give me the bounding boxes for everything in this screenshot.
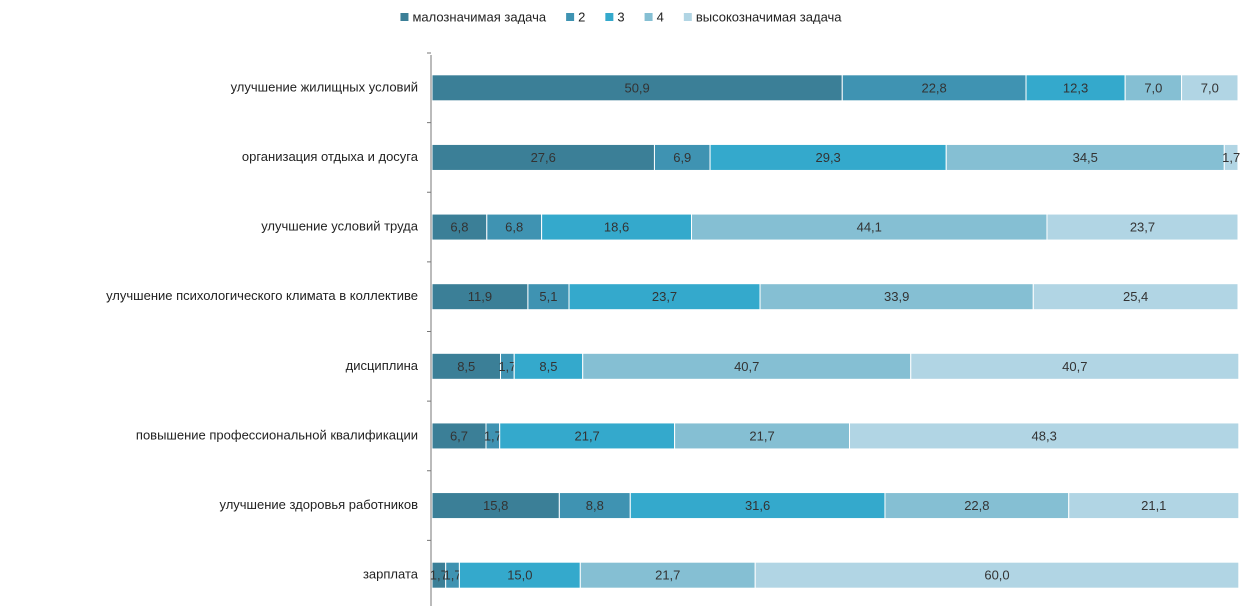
bar-segment <box>945 143 1225 171</box>
value-label: 21,1 <box>1141 498 1166 513</box>
bar-segment <box>431 352 502 380</box>
value-label: 60,0 <box>984 568 1009 583</box>
bar-segment <box>884 492 1070 520</box>
bar-segment <box>431 283 529 311</box>
category-label: зарплата <box>363 567 419 582</box>
value-label: 18,6 <box>604 220 629 235</box>
legend-swatch <box>683 13 692 21</box>
bar-segment <box>568 283 761 311</box>
bar-segment <box>691 213 1048 241</box>
value-label: 34,5 <box>1073 150 1098 165</box>
value-label: 31,6 <box>745 498 770 513</box>
legend-label: малозначимая задача <box>412 9 546 24</box>
value-label: 25,4 <box>1123 289 1148 304</box>
bar-segment <box>431 143 655 171</box>
value-label: 29,3 <box>815 150 840 165</box>
value-label: 21,7 <box>655 568 680 583</box>
value-label: 44,1 <box>857 220 882 235</box>
bar-segment <box>1025 74 1126 102</box>
legend-label: 3 <box>617 9 624 24</box>
bar-segment <box>499 422 676 450</box>
bar-segment <box>849 422 1240 450</box>
category-label: улучшение здоровья работников <box>219 497 418 512</box>
value-label: 1,7 <box>498 359 516 374</box>
legend-swatch <box>644 13 653 21</box>
legend-label: высокозначимая задача <box>696 9 842 24</box>
value-label: 7,0 <box>1144 80 1162 95</box>
bar-segment <box>431 422 487 450</box>
value-label: 23,7 <box>652 289 677 304</box>
value-label: 1,7 <box>484 428 502 443</box>
bar-segment <box>1032 283 1239 311</box>
bar-segment <box>579 561 756 589</box>
value-label: 50,9 <box>624 80 649 95</box>
value-label: 6,9 <box>673 150 691 165</box>
value-label: 8,8 <box>586 498 604 513</box>
bar-segment <box>558 492 631 520</box>
bar-segment <box>653 143 711 171</box>
legend-swatch <box>400 13 409 21</box>
legend-label: 4 <box>657 9 664 24</box>
bar-segment <box>527 283 570 311</box>
legend-swatch <box>566 13 575 21</box>
value-label: 1,7 <box>430 568 448 583</box>
bar-segment <box>759 283 1034 311</box>
value-label: 40,7 <box>1062 359 1087 374</box>
category-label: улучшение жилищных условий <box>231 79 418 94</box>
bar-segment <box>513 352 584 380</box>
value-label: 12,3 <box>1063 80 1088 95</box>
bar-segment <box>1068 492 1240 520</box>
category-label: дисциплина <box>346 358 419 373</box>
value-label: 21,7 <box>574 428 599 443</box>
bar-segment <box>841 74 1027 102</box>
value-label: 1,7 <box>1222 150 1240 165</box>
category-label: улучшение психологического климата в кол… <box>106 288 418 303</box>
value-label: 8,5 <box>457 359 475 374</box>
value-label: 6,7 <box>450 428 468 443</box>
bar-segment <box>458 561 581 589</box>
bar-segment <box>674 422 851 450</box>
value-label: 6,8 <box>450 220 468 235</box>
category-label: повышение профессиональной квалификации <box>136 427 418 442</box>
value-label: 15,8 <box>483 498 508 513</box>
bar-segment <box>1046 213 1239 241</box>
bar-segment <box>1181 74 1239 102</box>
value-label: 15,0 <box>507 568 532 583</box>
category-label: организация отдыха и досуга <box>242 149 419 164</box>
bar-segment <box>431 213 488 241</box>
value-label: 6,8 <box>505 220 523 235</box>
value-label: 7,0 <box>1201 80 1219 95</box>
bar-segment <box>754 561 1240 589</box>
bar-segment <box>486 213 543 241</box>
bar-segment <box>1223 143 1239 171</box>
value-label: 22,8 <box>964 498 989 513</box>
value-label: 11,9 <box>468 289 492 304</box>
value-label: 22,8 <box>921 80 946 95</box>
category-label: улучшение условий труда <box>261 219 419 234</box>
value-label: 27,6 <box>531 150 556 165</box>
value-label: 5,1 <box>539 289 557 304</box>
value-label: 48,3 <box>1032 428 1057 443</box>
value-label: 21,7 <box>749 428 774 443</box>
legend-swatch <box>605 13 614 21</box>
bar-segment <box>1124 74 1183 102</box>
value-label: 1,7 <box>444 568 462 583</box>
legend-label: 2 <box>578 9 585 24</box>
value-label: 33,9 <box>884 289 909 304</box>
bar-segment <box>709 143 947 171</box>
value-label: 8,5 <box>539 359 557 374</box>
bar-segment <box>910 352 1240 380</box>
value-label: 23,7 <box>1130 220 1155 235</box>
value-label: 40,7 <box>734 359 759 374</box>
